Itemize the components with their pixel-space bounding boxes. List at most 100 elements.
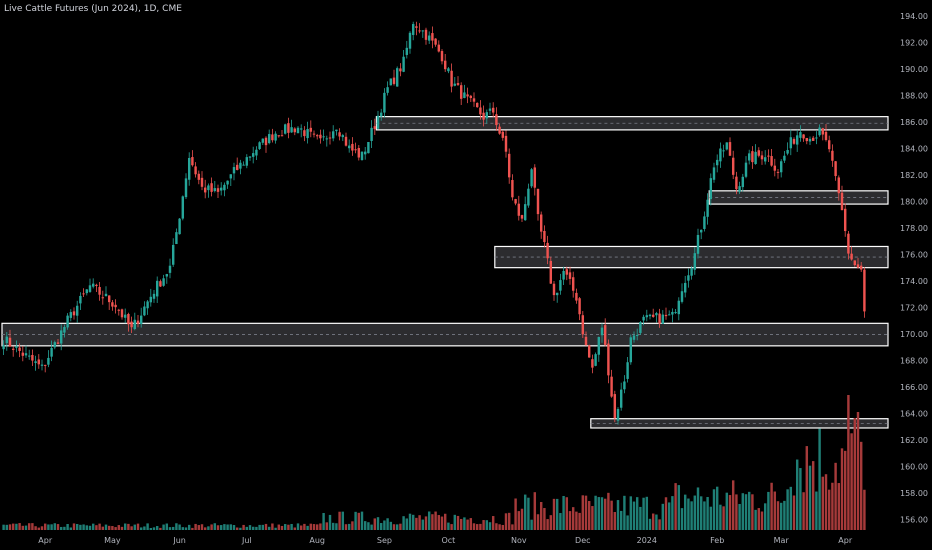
volume-bar (376, 517, 380, 530)
candle-body (648, 314, 652, 317)
volume-bar (95, 525, 98, 530)
candle-body (491, 107, 495, 113)
volume-bar (146, 523, 149, 530)
volume-bar (552, 498, 556, 530)
volume-bar (783, 500, 786, 530)
candle-body (533, 167, 537, 188)
volume-bar (216, 525, 220, 530)
volume-bar (677, 485, 681, 530)
candle-body (133, 319, 137, 330)
candle-body (463, 92, 466, 98)
candle-body (623, 381, 626, 390)
candle-body (370, 127, 373, 141)
volume-bar (773, 491, 777, 530)
x-tick-label: Feb (710, 536, 724, 545)
candle-body (341, 135, 345, 138)
candle-body (328, 137, 332, 139)
volume-bar (299, 525, 303, 530)
candle-body (207, 185, 210, 191)
candle-body (335, 129, 338, 132)
volume-bar (306, 525, 309, 530)
candle-body (351, 143, 354, 151)
y-tick-label: 174.00 (900, 277, 928, 286)
candle-body (111, 302, 114, 307)
volume-bar (139, 527, 143, 530)
volume-bar (197, 525, 201, 530)
candle-body (853, 260, 857, 266)
volume-bar (360, 511, 364, 530)
candle-body (728, 142, 732, 156)
volume-bar (408, 513, 412, 530)
volume-bar (242, 524, 245, 530)
candle-body (162, 278, 165, 286)
candle-body (783, 155, 786, 161)
candle-body (696, 234, 700, 254)
candle-body (159, 281, 162, 287)
volume-bar (578, 512, 581, 530)
candle-body (651, 314, 655, 317)
candle-body (856, 264, 860, 268)
volume-bar (799, 468, 802, 530)
volume-bar (370, 524, 373, 530)
candle-body (555, 292, 559, 296)
candle-body (469, 95, 473, 99)
volume-bar (479, 523, 482, 530)
volume-bar (517, 511, 521, 530)
y-tick-label: 180.00 (900, 197, 928, 206)
volume-bar (165, 523, 169, 530)
candle-body (747, 153, 751, 161)
volume-bar (53, 523, 57, 530)
volume-bar (159, 527, 162, 530)
volume-bar (623, 495, 626, 530)
volume-bar (293, 527, 297, 530)
volume-bar (607, 492, 610, 530)
candle-body (152, 293, 156, 299)
volume-bar (271, 523, 274, 530)
candle-body (523, 204, 527, 221)
candle-body (232, 167, 236, 174)
candle-body (146, 301, 149, 309)
volume-bar (143, 526, 146, 530)
y-tick-label: 190.00 (900, 65, 928, 74)
candle-body (280, 135, 284, 137)
volume-bar (133, 524, 137, 530)
candle-body (843, 208, 847, 232)
volume-bar (175, 523, 178, 530)
candle-body (731, 157, 735, 175)
volume-bar (511, 524, 514, 530)
candle-body (40, 364, 44, 366)
candle-body (834, 161, 837, 177)
volume-bar (34, 526, 37, 530)
volume-bar (674, 483, 677, 530)
volume-bar (395, 524, 399, 530)
volume-bar (549, 515, 553, 530)
candle-body (792, 138, 796, 144)
y-tick-label: 170.00 (900, 330, 928, 339)
volume-bar (735, 494, 738, 530)
candle-body (424, 29, 428, 40)
candle-body (405, 47, 409, 55)
volume-bar (27, 523, 31, 530)
volume-bar (843, 450, 847, 530)
candle-body (757, 150, 761, 156)
candle-body (197, 173, 201, 180)
y-tick-label: 160.00 (900, 462, 928, 471)
candle-body (290, 127, 293, 133)
volume-bar (482, 520, 485, 530)
candle-body (200, 177, 204, 187)
volume-bar (184, 527, 188, 530)
candle-body (645, 315, 649, 318)
volume-bar (757, 508, 761, 530)
candle-body (306, 129, 309, 139)
volume-bar (658, 519, 661, 530)
candle-body (431, 33, 434, 41)
volume-bar (587, 501, 591, 530)
candle-body (226, 180, 229, 185)
candle-body (187, 158, 191, 180)
candle-body (213, 188, 217, 192)
volume-bar (443, 513, 447, 530)
candle-body (408, 32, 412, 49)
candle-body (597, 337, 601, 355)
candle-body (130, 321, 133, 328)
